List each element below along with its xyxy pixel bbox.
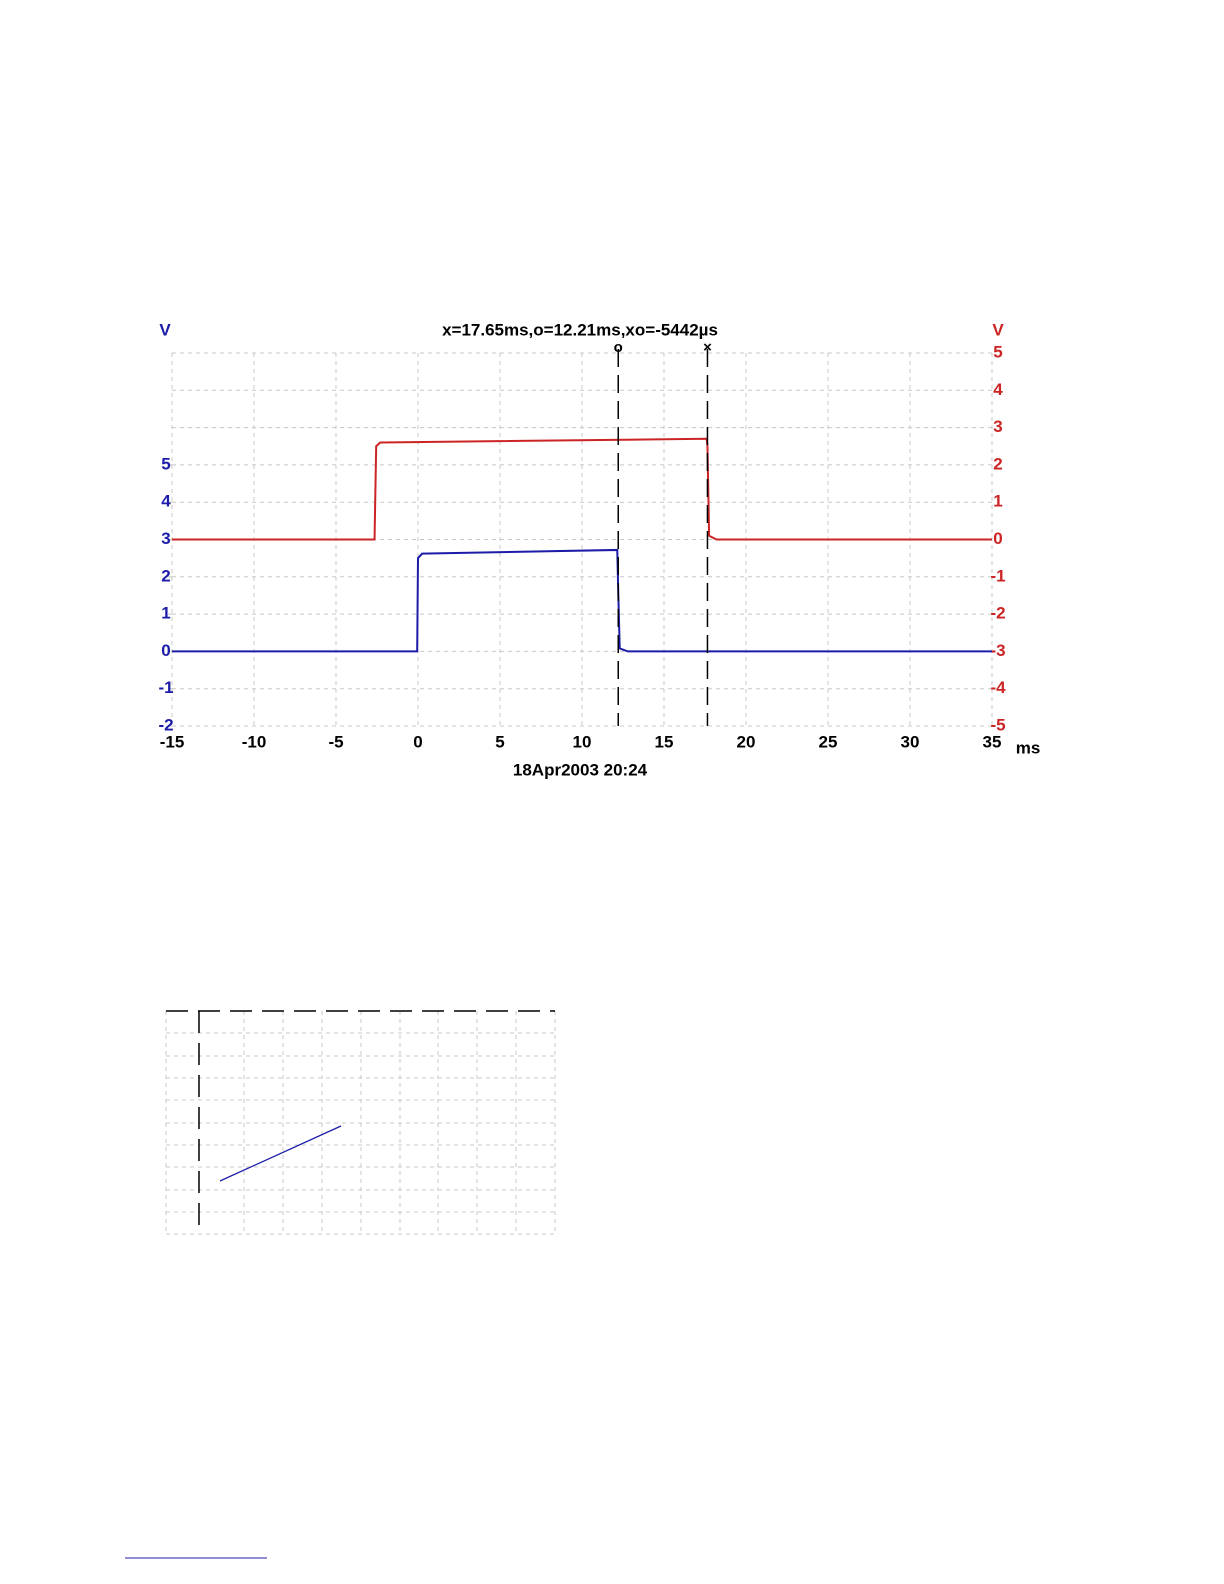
y2-tick-label: -4: [990, 678, 1006, 697]
x-tick-label: -10: [242, 732, 267, 751]
y-tick-label: 4: [161, 492, 171, 511]
x-axis-unit: ms: [1016, 738, 1041, 757]
x-tick-label: 30: [901, 732, 920, 751]
second-plot: [165, 1010, 556, 1235]
y2-tick-label: 5: [993, 342, 1002, 361]
y2-tick-label: 1: [993, 492, 1002, 511]
y2-tick-label: 0: [993, 529, 1002, 548]
y2-tick-label: -3: [990, 641, 1005, 660]
y-tick-label: 3: [161, 529, 170, 548]
y-tick-label: -1: [158, 678, 173, 697]
y-axis-unit: V: [159, 320, 171, 339]
x-tick-label: -5: [328, 732, 343, 751]
y-tick-label: 0: [161, 641, 170, 660]
x-tick-label: -15: [160, 732, 185, 751]
y-tick-label: 1: [161, 604, 170, 623]
cursor-label: ×: [703, 339, 712, 356]
x-tick-label: 10: [573, 732, 592, 751]
y2-tick-label: 3: [993, 417, 1002, 436]
x-tick-label: 0: [413, 732, 422, 751]
y2-tick-label: 2: [993, 454, 1002, 473]
y2-axis-unit: V: [992, 320, 1004, 339]
y-tick-label: -2: [158, 715, 173, 734]
x-tick-label: 20: [737, 732, 756, 751]
y2-tick-label: 4: [993, 380, 1003, 399]
x-tick-label: 5: [495, 732, 504, 751]
y2-tick-label: -2: [990, 604, 1005, 623]
x-tick-label: 35: [983, 732, 1002, 751]
series-line: [172, 548, 992, 653]
series-line: [172, 437, 992, 541]
y-tick-label: 5: [161, 454, 170, 473]
timestamp: 18Apr2003 20:24: [513, 760, 648, 779]
x-tick-label: 25: [819, 732, 838, 751]
chart-title: x=17.65ms,o=12.21ms,xo=-5442µs: [442, 320, 718, 339]
cursor-label: o: [614, 339, 623, 356]
y2-tick-label: -5: [990, 715, 1005, 734]
y2-tick-label: -1: [990, 566, 1005, 585]
x-tick-label: 15: [655, 732, 674, 751]
y-tick-label: 2: [161, 566, 170, 585]
